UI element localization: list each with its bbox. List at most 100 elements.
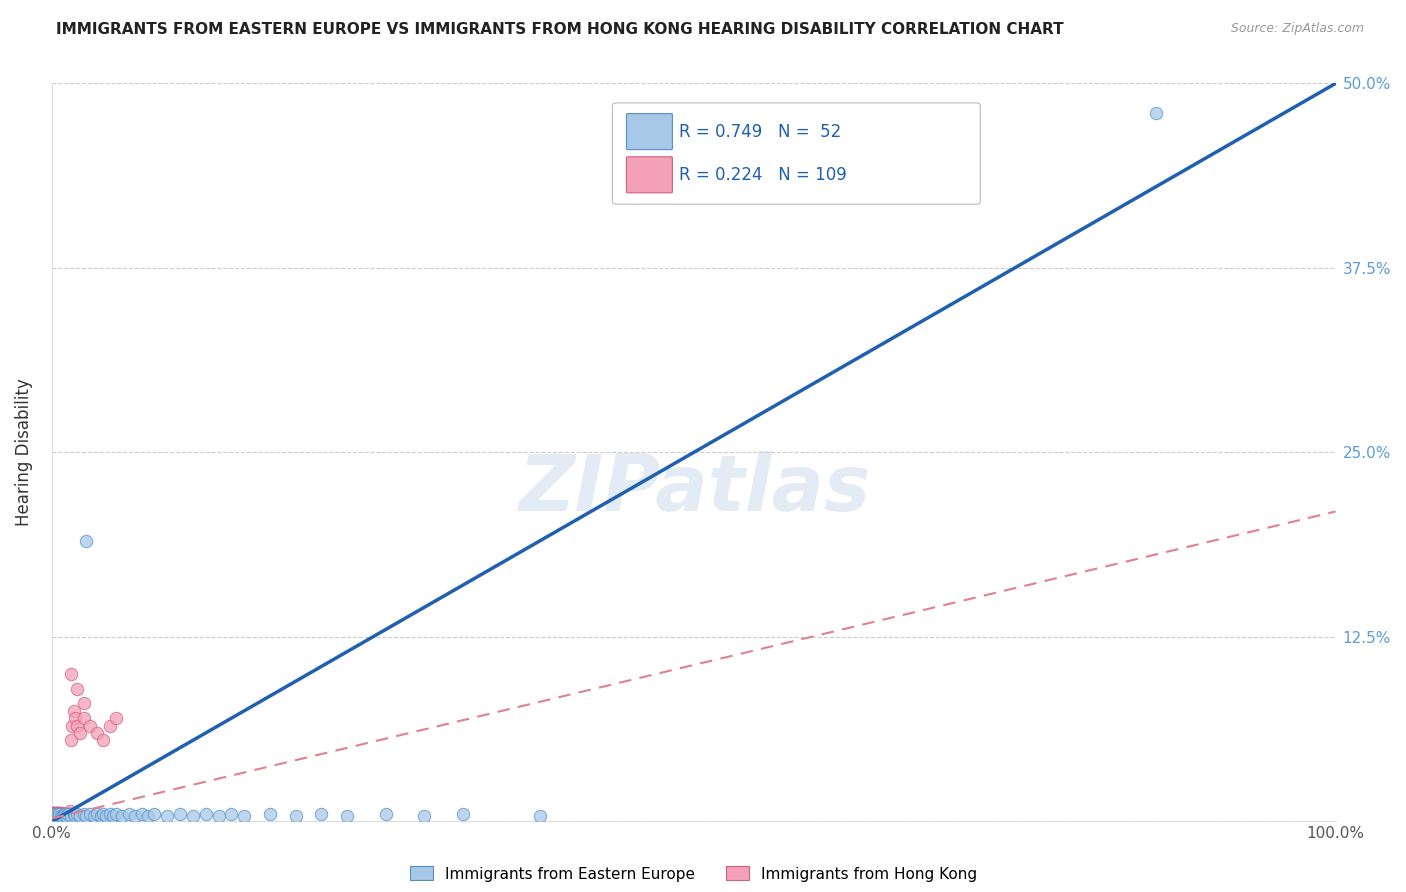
Text: IMMIGRANTS FROM EASTERN EUROPE VS IMMIGRANTS FROM HONG KONG HEARING DISABILITY C: IMMIGRANTS FROM EASTERN EUROPE VS IMMIGR…	[56, 22, 1064, 37]
Point	[49, 810, 72, 824]
Point	[42, 805, 65, 820]
Text: R = 0.224   N = 109: R = 0.224 N = 109	[679, 166, 848, 184]
Point	[42, 808, 65, 822]
Point	[111, 808, 134, 822]
Point	[52, 808, 75, 822]
Point	[42, 808, 65, 822]
Point	[49, 808, 72, 822]
Point	[42, 808, 65, 822]
Point	[86, 807, 108, 822]
Point	[55, 808, 77, 822]
Point	[45, 810, 67, 824]
Point	[1144, 106, 1167, 120]
Point	[49, 810, 72, 824]
Point	[75, 534, 97, 549]
Point	[413, 808, 436, 822]
Point	[62, 704, 84, 718]
Point	[42, 810, 65, 824]
Point	[90, 808, 112, 822]
Point	[79, 807, 101, 822]
Point	[45, 808, 67, 822]
Point	[259, 807, 281, 822]
Point	[46, 810, 69, 824]
Point	[46, 805, 69, 820]
Point	[49, 808, 72, 822]
Point	[52, 807, 75, 822]
Point	[42, 807, 65, 822]
Point	[49, 805, 72, 820]
Point	[46, 808, 69, 822]
Point	[143, 807, 166, 822]
Point	[52, 810, 75, 824]
Point	[45, 805, 67, 820]
Point	[45, 805, 67, 820]
Point	[42, 810, 65, 824]
Point	[45, 810, 67, 824]
Point	[136, 808, 159, 822]
Point	[44, 807, 66, 822]
Point	[45, 810, 67, 824]
Point	[311, 807, 333, 822]
Point	[374, 807, 396, 822]
Point	[49, 807, 72, 822]
Point	[42, 805, 65, 820]
Point	[60, 718, 83, 732]
Point	[53, 807, 76, 822]
Text: R = 0.749   N =  52: R = 0.749 N = 52	[679, 122, 842, 141]
Point	[53, 810, 76, 824]
Point	[56, 810, 79, 824]
Text: Source: ZipAtlas.com: Source: ZipAtlas.com	[1230, 22, 1364, 36]
Point	[104, 807, 127, 822]
Point	[42, 810, 65, 824]
Point	[103, 808, 125, 822]
Point	[46, 805, 69, 820]
Point	[208, 808, 231, 822]
Point	[98, 718, 121, 732]
Point	[169, 807, 191, 822]
Point	[45, 807, 67, 822]
Point	[48, 810, 70, 824]
Point	[45, 807, 67, 822]
Point	[66, 681, 89, 696]
Point	[58, 805, 80, 820]
Point	[44, 805, 66, 820]
Point	[63, 711, 86, 725]
Point	[46, 810, 69, 824]
Point	[194, 807, 217, 822]
Point	[91, 733, 114, 747]
Point	[104, 711, 127, 725]
Point	[44, 810, 66, 824]
Point	[44, 805, 66, 820]
Point	[124, 808, 146, 822]
Point	[451, 807, 474, 822]
Point	[46, 808, 69, 822]
Text: ZIPatlas: ZIPatlas	[517, 451, 870, 527]
Point	[46, 810, 69, 824]
Point	[56, 807, 79, 822]
Point	[42, 808, 65, 822]
Point	[42, 810, 65, 824]
Point	[55, 808, 77, 822]
Point	[63, 808, 86, 822]
Point	[49, 810, 72, 824]
Point	[62, 807, 84, 822]
Point	[73, 807, 96, 822]
Point	[83, 808, 105, 822]
Point	[156, 808, 179, 822]
Point	[46, 810, 69, 824]
Point	[60, 666, 83, 681]
Point	[336, 808, 359, 822]
Point	[91, 807, 114, 822]
Point	[48, 805, 70, 820]
Point	[48, 808, 70, 822]
Point	[42, 805, 65, 820]
Point	[44, 810, 66, 824]
Point	[48, 805, 70, 820]
Point	[48, 810, 70, 824]
Point	[42, 810, 65, 824]
Point	[44, 808, 66, 822]
Point	[48, 807, 70, 822]
Point	[51, 808, 73, 822]
Point	[529, 808, 551, 822]
Point	[45, 810, 67, 824]
